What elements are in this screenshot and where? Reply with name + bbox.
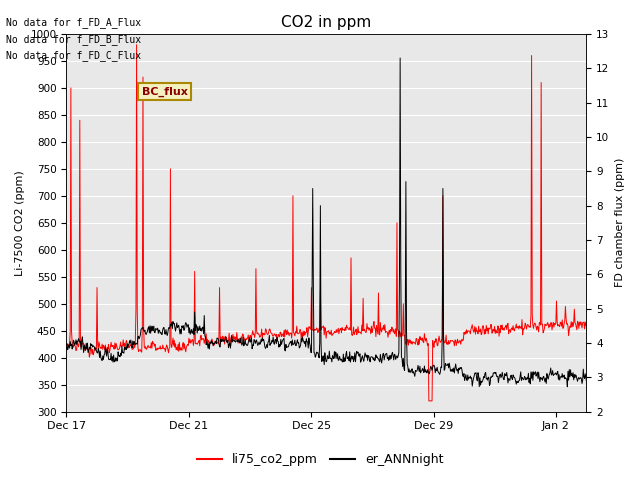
Text: BC_flux: BC_flux: [142, 87, 188, 97]
Y-axis label: FD chamber flux (ppm): FD chamber flux (ppm): [615, 158, 625, 288]
Text: No data for f_FD_C_Flux: No data for f_FD_C_Flux: [6, 50, 141, 61]
Title: CO2 in ppm: CO2 in ppm: [282, 15, 372, 30]
Text: No data for f_FD_B_Flux: No data for f_FD_B_Flux: [6, 34, 141, 45]
Y-axis label: Li-7500 CO2 (ppm): Li-7500 CO2 (ppm): [15, 170, 25, 276]
Legend: li75_co2_ppm, er_ANNnight: li75_co2_ppm, er_ANNnight: [191, 448, 449, 471]
Text: No data for f_FD_A_Flux: No data for f_FD_A_Flux: [6, 17, 141, 28]
